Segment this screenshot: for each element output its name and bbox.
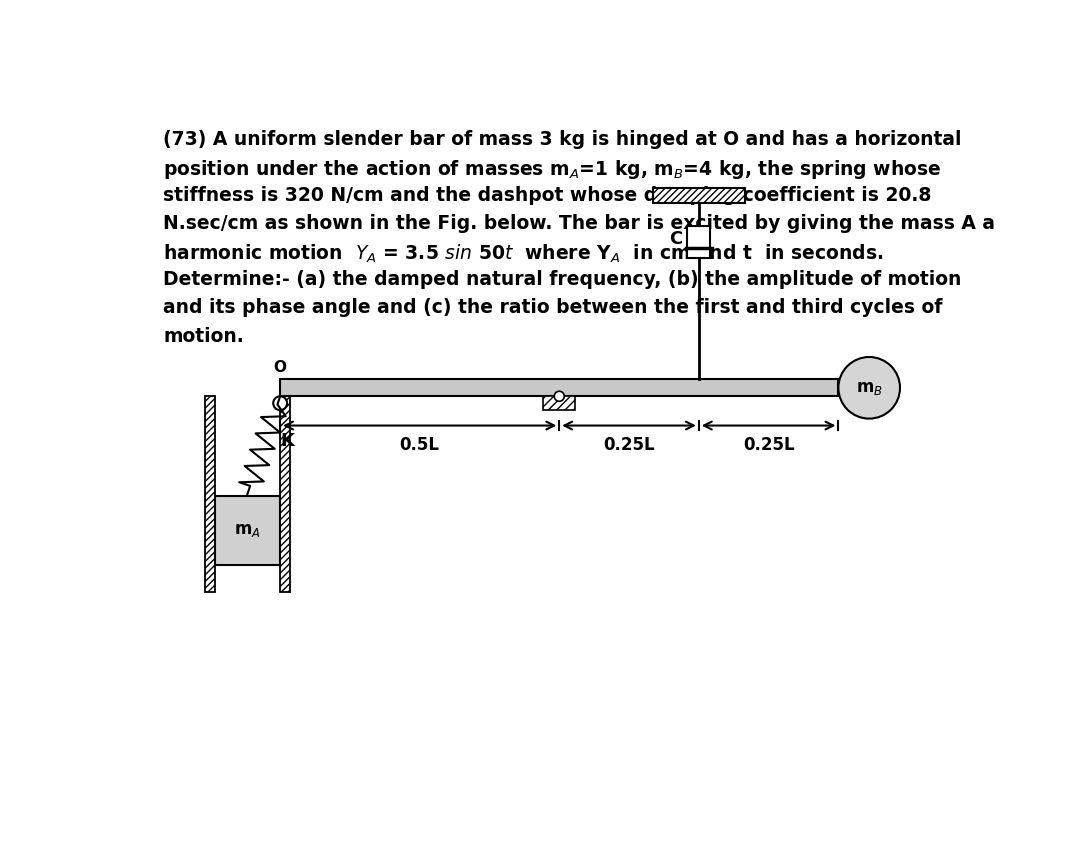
Bar xyxy=(215,496,280,565)
Text: 0.5L: 0.5L xyxy=(400,436,440,454)
Bar xyxy=(205,397,215,592)
Bar xyxy=(280,397,291,592)
Bar xyxy=(543,397,576,410)
Circle shape xyxy=(273,397,287,410)
Text: and its phase angle and (c) the ratio between the first and third cycles of: and its phase angle and (c) the ratio be… xyxy=(163,298,943,317)
Bar xyxy=(280,379,838,397)
Text: N.sec/cm as shown in the Fig. below. The bar is excited by giving the mass A a: N.sec/cm as shown in the Fig. below. The… xyxy=(163,214,995,233)
Text: (73) A uniform slender bar of mass 3 kg is hinged at O and has a horizontal: (73) A uniform slender bar of mass 3 kg … xyxy=(163,130,961,149)
Circle shape xyxy=(554,391,564,401)
Text: Determine:- (a) the damped natural frequency, (b) the amplitude of motion: Determine:- (a) the damped natural frequ… xyxy=(163,270,961,289)
Text: m$_B$: m$_B$ xyxy=(855,378,882,397)
Text: stiffness is 320 N/cm and the dashpot whose damping coefficient is 20.8: stiffness is 320 N/cm and the dashpot wh… xyxy=(163,186,931,205)
Circle shape xyxy=(838,357,900,419)
Text: K: K xyxy=(281,432,295,450)
Text: 0.25L: 0.25L xyxy=(743,436,795,454)
Text: C: C xyxy=(669,230,681,248)
Text: motion.: motion. xyxy=(163,327,244,346)
Bar xyxy=(687,226,711,258)
Text: O: O xyxy=(273,360,286,376)
Text: position under the action of masses m$_A$=1 kg, m$_B$=4 kg, the spring whose: position under the action of masses m$_A… xyxy=(163,158,942,181)
Text: harmonic motion  $Y_A$ = 3.5 $\mathit{sin}$ 50$t$  where Y$_A$  in cm and t  in : harmonic motion $Y_A$ = 3.5 $\mathit{sin… xyxy=(163,242,883,264)
Text: m$_A$: m$_A$ xyxy=(234,521,260,539)
Text: 0.25L: 0.25L xyxy=(604,436,654,454)
Bar xyxy=(652,187,745,203)
